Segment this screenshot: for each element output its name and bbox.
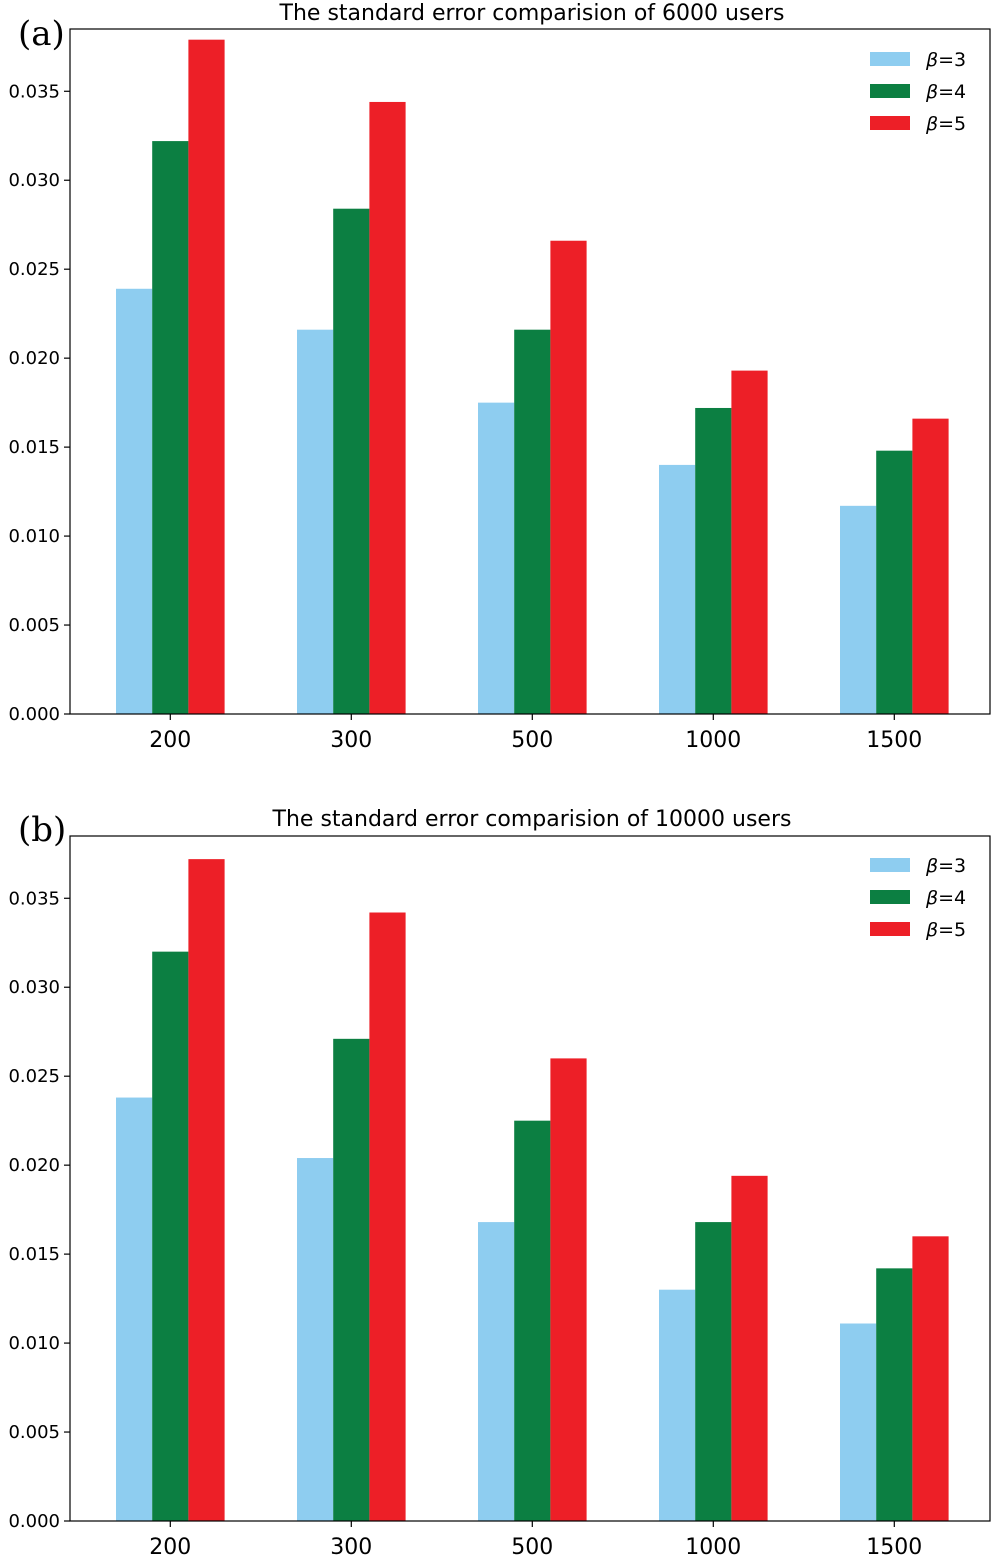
bar-b-300-series-2 (333, 1038, 370, 1521)
bar-a-1000-series-1 (659, 464, 696, 714)
legend-a: β=3 β=4 β=5 (870, 49, 966, 135)
bar-b-500-series-1 (478, 1222, 515, 1521)
y-tick-label-b-2: 0.010 (8, 1333, 60, 1354)
panel-label-a: (a) (18, 14, 65, 54)
bar-a-1500-series-2 (876, 450, 913, 714)
x-tick-label-a-1500: 1500 (866, 728, 922, 753)
bar-a-500-series-2 (514, 329, 551, 714)
y-tick-label-b-7: 0.035 (8, 888, 60, 909)
bar-b-1500-series-1 (840, 1323, 877, 1521)
y-tick-label-a-3: 0.015 (8, 437, 60, 458)
y-axis-a: 0.000 0.005 0.010 0.015 0.020 0.025 0.030 0.035 (8, 81, 70, 725)
x-tick-label-a-1000: 1000 (685, 728, 741, 753)
bar-a-500-series-1 (478, 402, 515, 714)
bar-a-300-series-2 (333, 208, 370, 714)
bar-a-1500-series-3 (912, 418, 949, 714)
bar-a-1000-series-2 (695, 407, 732, 714)
y-tick-label-a-0: 0.000 (8, 704, 60, 725)
bar-b-200-series-1 (116, 1097, 153, 1521)
bar-b-1500-series-2 (876, 1268, 913, 1521)
panel-label-b: (b) (18, 810, 66, 850)
bar-b-500-series-2 (514, 1120, 551, 1521)
y-tick-label-a-5: 0.025 (8, 259, 60, 280)
bar-b-300-series-3 (369, 912, 406, 1521)
legend-swatch-a-3 (870, 116, 910, 130)
x-axis-b: 200 300 500 1000 1500 (149, 1521, 922, 1557)
bar-b-200-series-3 (188, 859, 225, 1521)
bar-a-200-series-1 (116, 288, 153, 714)
y-tick-label-a-7: 0.035 (8, 81, 60, 102)
x-tick-label-b-200: 200 (149, 1535, 191, 1557)
y-tick-label-b-6: 0.030 (8, 977, 60, 998)
bar-b-1500-series-3 (912, 1236, 949, 1521)
legend-swatch-b-1 (870, 858, 910, 872)
y-axis-b: 0.000 0.005 0.010 0.015 0.020 0.025 0.030 0.035 (8, 888, 70, 1532)
y-tick-label-b-4: 0.020 (8, 1155, 60, 1176)
bar-b-1000-series-1 (659, 1289, 696, 1521)
legend-label-b-2: β=4 (925, 887, 966, 909)
x-tick-label-a-500: 500 (511, 728, 553, 753)
legend-label-a-2: β=4 (925, 81, 966, 103)
chart-panel-b: (b) The standard error comparision of 10… (8, 807, 991, 1557)
bar-a-300-series-1 (297, 329, 334, 714)
bar-a-300-series-3 (369, 101, 406, 714)
y-tick-label-b-3: 0.015 (8, 1244, 60, 1265)
legend-label-a-3: β=5 (925, 113, 966, 135)
bar-a-1500-series-1 (840, 505, 877, 714)
y-tick-label-b-0: 0.000 (8, 1511, 60, 1532)
legend-swatch-a-1 (870, 52, 910, 66)
bar-b-1000-series-2 (695, 1222, 732, 1521)
bar-b-1000-series-3 (731, 1175, 768, 1521)
y-tick-label-b-1: 0.005 (8, 1422, 60, 1443)
y-tick-label-a-6: 0.030 (8, 170, 60, 191)
x-tick-label-b-1500: 1500 (866, 1535, 922, 1557)
bar-a-200-series-2 (152, 141, 189, 715)
bar-a-1000-series-3 (731, 370, 768, 714)
y-tick-label-a-2: 0.010 (8, 526, 60, 547)
chart-title-b: The standard error comparision of 10000 … (272, 807, 792, 832)
x-tick-label-a-200: 200 (149, 728, 191, 753)
x-axis-a: 200 300 500 1000 1500 (149, 714, 922, 753)
x-tick-label-b-1000: 1000 (685, 1535, 741, 1557)
y-tick-label-a-1: 0.005 (8, 615, 60, 636)
bar-b-500-series-3 (550, 1058, 587, 1521)
legend-label-b-3: β=5 (925, 919, 966, 941)
legend-label-a-1: β=3 (925, 49, 966, 71)
legend-swatch-b-3 (870, 922, 910, 936)
bars-b (116, 859, 949, 1521)
chart-title-a: The standard error comparision of 6000 u… (279, 1, 785, 26)
y-tick-label-a-4: 0.020 (8, 348, 60, 369)
legend-swatch-a-2 (870, 84, 910, 98)
bars-a (116, 39, 949, 715)
plot-frame-a (69, 28, 991, 715)
x-tick-label-b-300: 300 (330, 1535, 372, 1557)
chart-panel-a: (a) The standard error comparision of 60… (8, 1, 991, 753)
x-tick-label-b-500: 500 (511, 1535, 553, 1557)
legend-b: β=3 β=4 β=5 (870, 855, 966, 941)
legend-label-b-1: β=3 (925, 855, 966, 877)
y-tick-label-b-5: 0.025 (8, 1066, 60, 1087)
bar-b-300-series-1 (297, 1158, 334, 1521)
x-tick-label-a-300: 300 (330, 728, 372, 753)
bar-b-200-series-2 (152, 951, 189, 1521)
legend-swatch-b-2 (870, 890, 910, 904)
plot-frame-b (69, 835, 991, 1522)
bar-a-500-series-3 (550, 240, 587, 715)
bar-a-200-series-3 (188, 39, 225, 715)
